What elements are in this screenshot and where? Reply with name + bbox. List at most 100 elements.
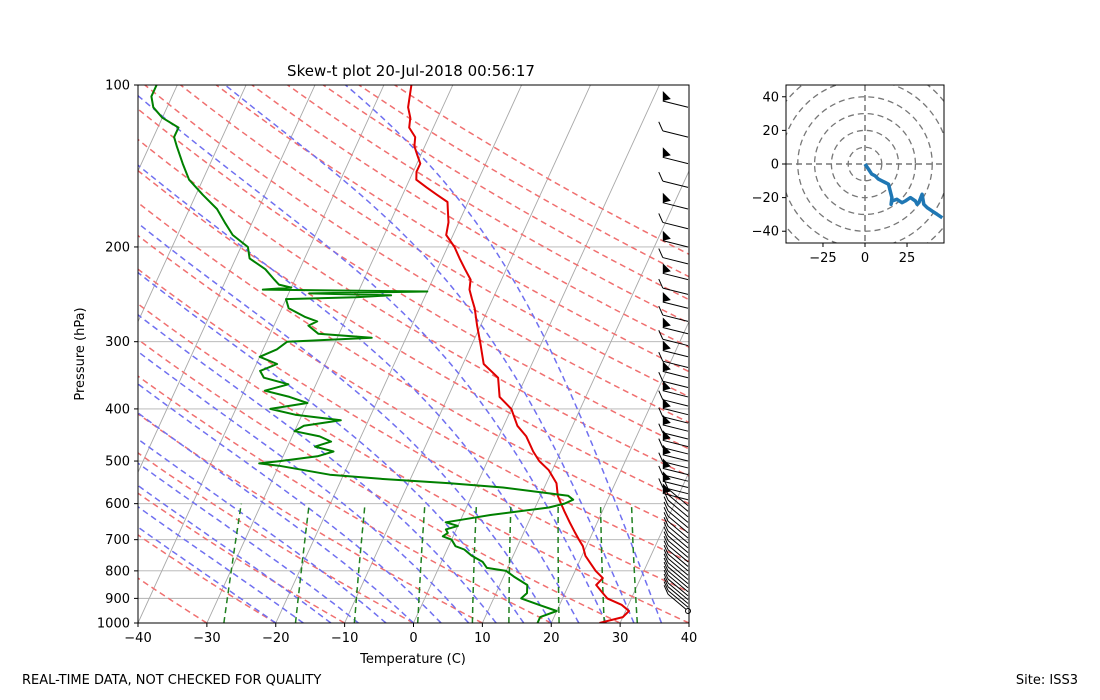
wind-barb-flag: [663, 501, 669, 512]
wind-barb-flag: [658, 213, 664, 223]
dry-adiabat: [138, 375, 552, 623]
wind-barb-staff: [662, 380, 689, 388]
hodograph-x-tick-label: 0: [861, 251, 869, 266]
wind-barb-pennant: [662, 292, 671, 302]
wind-barb-flag: [663, 496, 669, 506]
mixing-ratio-line: [294, 503, 311, 623]
wind-barb-staff: [667, 566, 689, 585]
wind-barb-staff: [662, 257, 689, 265]
skewt-panel: Skew-t plot 20-Jul-2018 00:56:17 −40 −30−…: [0, 62, 697, 667]
y-axis-ticks: 100 200 300 400 500 600 700 800 900 1000: [97, 79, 138, 632]
isotherm-line: [481, 169, 689, 623]
mixing-ratio-lines: [223, 503, 639, 623]
moist-adiabat: [138, 438, 387, 623]
isotherm-line: [0, 85, 108, 623]
wind-barb-pennant: [662, 414, 671, 425]
hodograph-x-tick-label: −25: [809, 251, 836, 266]
wind-barb-flag: [658, 351, 664, 362]
moist-adiabat: [138, 350, 470, 623]
x-tick-label: 30: [612, 631, 629, 646]
isotherm-line: [344, 85, 591, 623]
wind-barb-flag: [663, 581, 669, 591]
isotherm-line: [206, 85, 454, 623]
hodograph-y-ticks: −40 −20 0 20 40: [752, 90, 786, 240]
isotherm-line: [0, 85, 40, 623]
wind-barb-staff: [662, 314, 689, 322]
y-tick-label: 400: [105, 402, 130, 417]
wind-barb-pennant: [662, 147, 671, 158]
wind-barb-pennant: [662, 361, 671, 372]
wind-barb-flag: [658, 305, 664, 316]
dry-adiabat: [138, 138, 689, 477]
wind-barb-staff: [667, 540, 689, 558]
wind-barb-staff: [662, 439, 689, 448]
quality-disclaimer: REAL-TIME DATA, NOT CHECKED FOR QUALITY: [22, 673, 322, 688]
plot-area: [0, 85, 689, 623]
wind-barb-staff: [662, 474, 689, 482]
wind-barb-pennant: [662, 380, 671, 391]
wind-barb-staff: [662, 416, 689, 424]
wind-barb-flag: [658, 438, 664, 448]
wind-barb-flag: [663, 506, 669, 517]
x-tick-label: 40: [681, 631, 698, 646]
wind-barb-flag: [663, 553, 669, 563]
hodograph-x-tick-label: 25: [899, 251, 916, 266]
wind-barb-staff: [667, 553, 689, 572]
x-axis-ticks: −40 −30 −20 −10 0 10 20 30 40: [124, 623, 697, 646]
wind-barb-staff: [662, 156, 689, 165]
wind-barb-flag: [663, 540, 669, 550]
dry-adiabat: [138, 534, 277, 623]
wind-barb-staff: [667, 582, 689, 601]
dry-adiabat: [138, 108, 689, 450]
wind-barb-staff: [662, 202, 689, 210]
wind-barb-staff: [662, 180, 689, 188]
y-tick-label: 600: [105, 497, 130, 512]
wind-barb-flag: [663, 517, 669, 527]
dewpoint-trace: [150, 85, 575, 623]
wind-barb-staff: [662, 390, 689, 398]
y-axis-label: Pressure (hPa): [73, 307, 88, 400]
wind-barb-flag: [663, 521, 669, 532]
wind-barb-staff: [662, 492, 689, 501]
wind-barb-staff: [662, 301, 689, 309]
hodograph-line: [863, 163, 944, 220]
y-tick-label: 1000: [97, 617, 130, 632]
moist-adiabat: [138, 383, 442, 623]
isotherm-line: [138, 85, 316, 474]
wind-barb-staff: [662, 272, 689, 281]
wind-barb-pennant: [662, 398, 671, 409]
x-tick-label: 0: [409, 631, 417, 646]
wind-barb-staff: [662, 326, 689, 335]
wind-barb-flag: [658, 407, 664, 417]
y-tick-label: 900: [105, 592, 130, 607]
moist-adiabat: [138, 505, 304, 623]
mixing-ratio-line: [353, 503, 366, 623]
chart-title: Skew-t plot 20-Jul-2018 00:56:17: [287, 62, 535, 80]
mixing-ratio-line: [416, 503, 426, 623]
hodograph-y-tick-label: 0: [771, 158, 779, 173]
wind-barb-staff: [662, 287, 689, 295]
wind-barb-staff: [662, 221, 689, 230]
x-tick-label: 10: [474, 631, 491, 646]
dry-adiabat: [287, 85, 689, 324]
isotherm-line: [550, 320, 689, 623]
wind-barb-flag: [658, 423, 664, 433]
wind-barb-flag: [663, 512, 669, 522]
wind-barb-staff: [667, 562, 689, 580]
plot-frame: [137, 84, 690, 624]
wind-barb-staff: [662, 360, 689, 368]
wind-barb-flag: [663, 544, 669, 555]
hodograph-panel: −25 0 25 −40 −20 0 20 40: [752, 84, 945, 266]
y-tick-label: 800: [105, 564, 130, 579]
wind-barb-staff: [667, 574, 689, 593]
hodograph-plot-area: [786, 85, 944, 243]
hodograph-y-tick-label: 20: [762, 124, 779, 139]
wind-barb-staff: [662, 432, 689, 440]
x-tick-label: 20: [543, 631, 560, 646]
dry-adiabat: [138, 492, 345, 623]
wind-barb-flag: [663, 565, 669, 576]
isotherm-line: [138, 85, 385, 623]
wind-barb-staff: [662, 399, 689, 407]
wind-barb-flag: [658, 278, 664, 289]
hodograph-y-tick-label: −20: [752, 191, 779, 206]
